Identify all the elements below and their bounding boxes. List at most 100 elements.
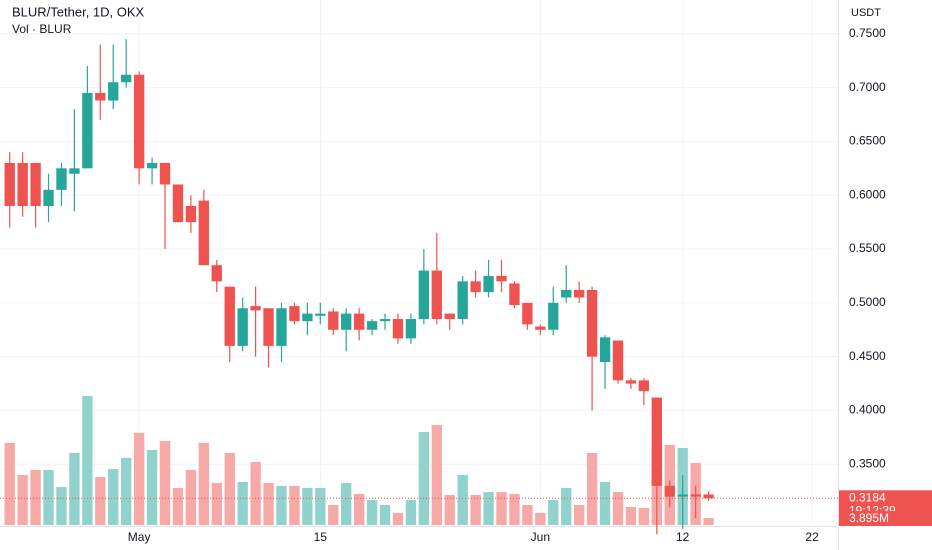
candle-body [392, 319, 404, 339]
candle-body [496, 275, 507, 282]
candle-body [224, 286, 235, 346]
volume-bar [561, 487, 572, 525]
candle-body [353, 313, 365, 330]
candle-body [172, 184, 184, 223]
volume-bar [366, 499, 378, 525]
volume-bar [302, 487, 313, 525]
candle-body [366, 321, 378, 330]
candle-body [573, 289, 585, 298]
volume-bar [315, 487, 326, 525]
x-tick-label: May [128, 530, 151, 544]
volume-bar [509, 494, 520, 525]
volume-bar [612, 492, 624, 525]
candle-body [470, 281, 481, 293]
volume-bar [586, 453, 598, 525]
volume-bar [17, 474, 28, 525]
candle-body [159, 162, 171, 185]
volume-bar [483, 492, 494, 525]
volume-bar [638, 507, 650, 525]
volume-bar [418, 431, 430, 525]
currency-label: USDT [851, 7, 881, 19]
candle-body [17, 162, 28, 206]
candle-body [612, 340, 624, 381]
candle-body [599, 337, 611, 363]
axes: 0.3500 0.4000 0.4500 0.5000 0.5500 0.6000 0.65… [0, 26, 932, 544]
candle-body [289, 306, 300, 322]
candle-body [146, 162, 158, 169]
candle-body [185, 205, 197, 223]
candle-body [638, 380, 650, 392]
candle-body [108, 82, 119, 101]
y-tick-label: 0.3500 [849, 456, 886, 470]
candle-body [379, 319, 391, 322]
candle-body [703, 494, 714, 499]
volume-bar [30, 469, 41, 525]
candle-body [328, 311, 339, 330]
candle-body [651, 397, 662, 486]
volume-bar [121, 457, 132, 525]
volume-bar [431, 424, 442, 525]
candle-body [561, 289, 572, 298]
candle-body [535, 326, 546, 330]
candle-body [431, 270, 442, 320]
candle-body [315, 313, 326, 316]
volume-bar [263, 482, 274, 525]
volume-bar [108, 469, 119, 525]
volume-bar [224, 453, 235, 525]
y-tick-label: 0.7500 [849, 26, 886, 40]
candle-body [82, 92, 93, 169]
volume-bar [392, 512, 404, 525]
candle-body [237, 308, 248, 346]
volume-bar [379, 505, 391, 525]
volume-bar [133, 432, 145, 525]
candle-body [302, 313, 313, 322]
candle-body [457, 281, 468, 320]
candle-body [263, 308, 274, 346]
volume-bar [185, 469, 197, 525]
volume-bar [341, 482, 352, 525]
volume-bar [276, 485, 287, 525]
volume-bar [548, 499, 559, 525]
chart-title: BLUR/Tether, 1D, OKX [12, 4, 145, 19]
candle-body [405, 319, 417, 339]
volume-bar [95, 476, 106, 525]
volume-bar [573, 505, 585, 525]
candle-body [198, 200, 210, 266]
volume-bar [56, 487, 67, 525]
y-tick-label: 0.4500 [849, 349, 886, 363]
y-tick-label: 0.6500 [849, 134, 886, 148]
volume-bar [444, 494, 455, 525]
volume-bar [159, 440, 171, 525]
volume-tag [839, 510, 932, 526]
volume-bar [457, 474, 468, 525]
volume-bar [470, 494, 481, 525]
y-tick-label: 0.4000 [849, 403, 886, 417]
volume-bar [405, 499, 417, 525]
subtitle: Vol · BLUR [12, 22, 72, 36]
candle-body [341, 313, 352, 330]
volume-bar [353, 494, 365, 525]
volume-bar [522, 505, 533, 525]
candle-body [418, 270, 430, 320]
candle-body [121, 74, 132, 83]
x-tick-label: Jun [531, 530, 550, 544]
volume-bar [82, 395, 93, 525]
volume-bar [535, 512, 546, 525]
candle-body [56, 168, 67, 190]
candle-body [30, 162, 41, 206]
candle-body [522, 302, 533, 325]
volume-bar [43, 469, 54, 525]
volume-bar [599, 481, 611, 525]
volume-bar [328, 505, 339, 525]
candle-body [548, 302, 559, 330]
volume-bar [4, 442, 15, 525]
candle-body [509, 283, 520, 306]
candle-body [133, 74, 145, 169]
candle-body [69, 168, 80, 174]
last-price-label: 0.3184 [849, 490, 886, 504]
candle-body [276, 308, 287, 346]
candle-body [211, 265, 222, 282]
candles [4, 39, 714, 535]
